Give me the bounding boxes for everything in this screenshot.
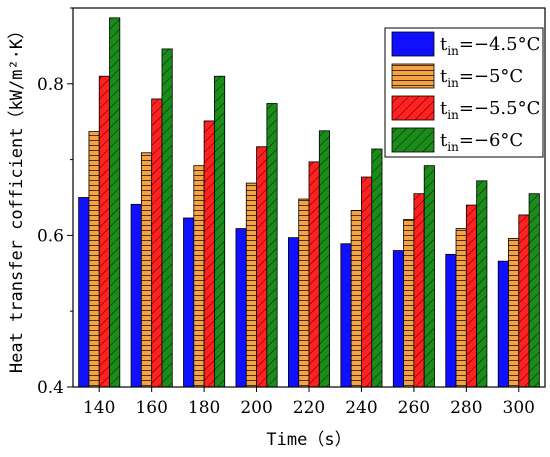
- bar-series-1-220: [287, 237, 300, 388]
- legend-label: tin=−4.5°C: [440, 34, 540, 58]
- bar-series-1-280: [445, 253, 457, 388]
- bar-series-3-220: [308, 161, 320, 388]
- legend: tin=−4.5°C tin=−5°C tin=−5.5°C tin=−6°C: [384, 27, 544, 158]
- bar-series-1-160: [130, 203, 142, 388]
- y-tick-label: 0.4: [37, 378, 64, 398]
- bar-series-3-160: [151, 98, 163, 388]
- legend-swatch: [391, 63, 435, 89]
- y-tick-label: 0.6: [37, 226, 64, 246]
- bar-series-2-260: [403, 219, 415, 388]
- bar-series-2-280: [455, 228, 467, 388]
- bar-series-3-260: [413, 193, 425, 388]
- x-axis-label: Time（s）: [266, 430, 351, 450]
- y-tick-label: 0.8: [37, 75, 64, 95]
- bar-series-2-160: [140, 152, 153, 388]
- bar-series-2-180: [193, 165, 205, 388]
- bar-series-4-160: [161, 48, 173, 388]
- bar-series-2-240: [350, 209, 362, 388]
- legend-label: tin=−5.5°C: [440, 98, 540, 122]
- x-tick-label: 240: [345, 398, 377, 418]
- bar-series-3-200: [256, 146, 268, 388]
- x-tick-label: 140: [83, 398, 115, 418]
- bar-series-2-300: [508, 238, 520, 388]
- bar-series-4-200: [266, 103, 278, 388]
- legend-swatch: [391, 127, 435, 153]
- bars-group: [78, 17, 540, 388]
- legend-swatch: [391, 95, 435, 121]
- x-tick-label: 160: [135, 398, 167, 418]
- bar-series-3-300: [518, 214, 530, 388]
- x-tick-label: 280: [450, 398, 482, 418]
- bar-series-2-200: [245, 182, 257, 388]
- bar-series-2-140: [88, 131, 100, 388]
- bar-series-4-280: [476, 180, 488, 388]
- bar-series-4-260: [423, 165, 435, 388]
- x-tick-label: 260: [398, 398, 430, 418]
- x-tick-label: 200: [240, 398, 272, 418]
- bar-series-4-180: [214, 75, 226, 388]
- legend-label: tin=−5°C: [440, 66, 523, 90]
- bar-series-1-300: [497, 260, 509, 388]
- bar-series-1-260: [392, 250, 404, 388]
- bar-series-1-140: [78, 197, 90, 388]
- x-tick-label: 220: [293, 398, 325, 418]
- bar-series-1-180: [183, 217, 195, 388]
- x-tick-label: 300: [503, 398, 535, 418]
- bar-series-3-140: [98, 75, 110, 388]
- bar-series-3-180: [203, 120, 215, 388]
- bar-series-3-280: [465, 204, 478, 388]
- bar-series-1-240: [340, 243, 352, 388]
- legend-label: tin=−6°C: [440, 130, 523, 154]
- bar-series-4-140: [109, 17, 121, 388]
- bar-series-2-220: [298, 198, 310, 388]
- bar-series-1-200: [235, 228, 247, 388]
- bar-series-4-240: [371, 148, 383, 388]
- legend-swatch: [391, 31, 435, 57]
- bar-series-4-220: [318, 130, 330, 388]
- bar-series-4-300: [528, 193, 540, 388]
- bar-series-3-240: [361, 176, 373, 388]
- axes-group: 140 160 180 200 220 240 260 280 300 0.4 0.6 0.8: [37, 7, 535, 418]
- y-axis-label: Heat transfer cofficient（kW/m²·K）: [7, 22, 27, 373]
- x-tick-label: 180: [188, 398, 220, 418]
